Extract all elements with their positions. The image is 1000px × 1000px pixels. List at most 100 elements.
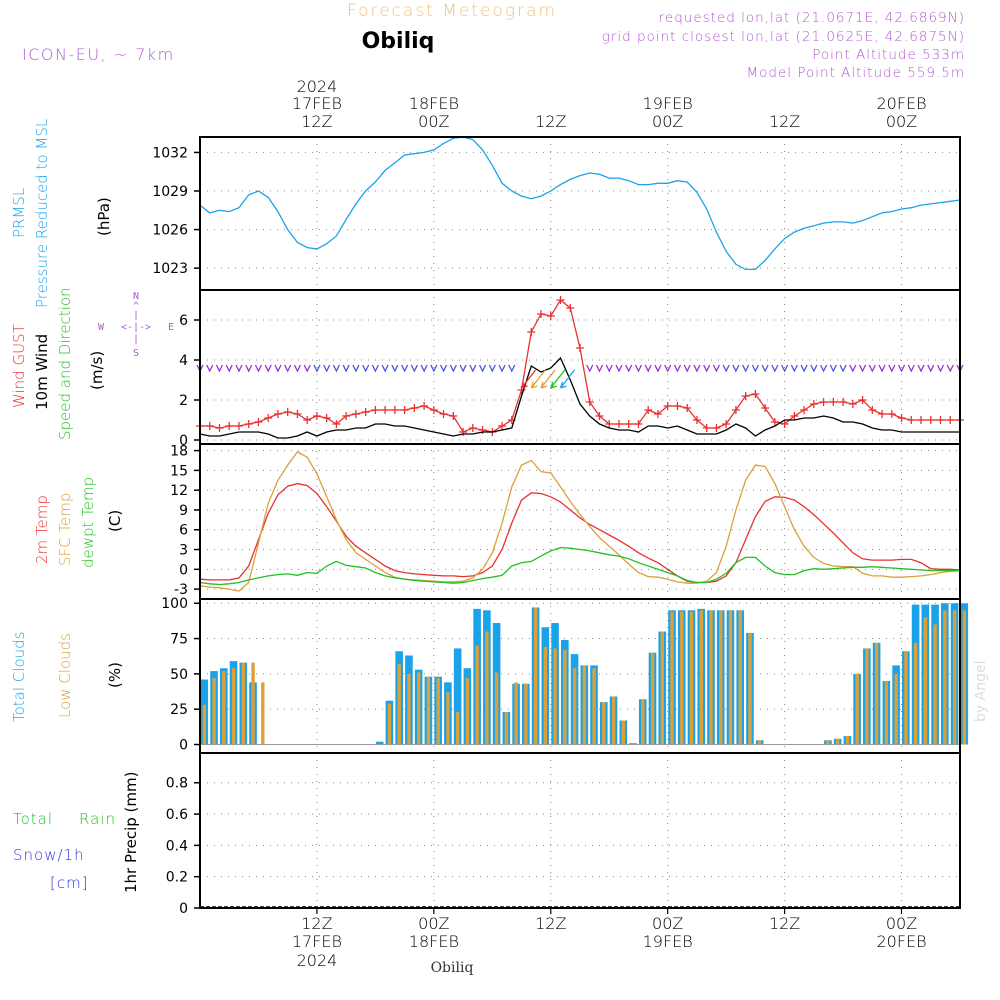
y-tick-label: 4 xyxy=(179,353,188,369)
gust-marker xyxy=(917,416,926,424)
gust-marker xyxy=(819,398,828,406)
wind-direction-arrow xyxy=(410,364,418,373)
wind-direction-arrow xyxy=(430,364,438,373)
low-cloud-bar xyxy=(913,642,918,745)
wind-direction-arrow xyxy=(605,364,613,373)
top-hour-label: 12Z xyxy=(769,112,800,131)
low-cloud-bar xyxy=(631,743,635,745)
low-cloud-bar xyxy=(533,607,538,745)
low-cloud-bar xyxy=(592,668,596,745)
gust-marker xyxy=(858,396,867,404)
low-cloud-bar xyxy=(758,740,762,745)
panel-frame xyxy=(199,598,961,754)
total-cloud-bar xyxy=(375,741,384,745)
y-tick-label: 18 xyxy=(170,444,188,460)
y-tick-label: 0 xyxy=(179,562,188,578)
wind-gust-label: Wind GUST xyxy=(10,324,28,408)
wind-direction-arrow xyxy=(907,364,915,373)
low-cloud-bar xyxy=(475,645,479,745)
low-cloud-bar xyxy=(455,712,460,745)
wind-direction-arrow xyxy=(215,364,224,373)
gust-marker xyxy=(381,406,390,414)
rain-label-2: Rain xyxy=(79,810,116,828)
compass-w: W xyxy=(98,322,105,333)
low-cloud-bar xyxy=(543,647,548,745)
panel-3: 0 25 50 75 100 xyxy=(161,596,969,754)
panel-grid xyxy=(200,599,960,753)
wind-direction-arrow xyxy=(625,364,633,373)
compass-top: ^ xyxy=(133,301,139,312)
gust-marker xyxy=(751,390,760,398)
app-title: Forecast Meteogram xyxy=(347,1,557,21)
wind-direction-arrow xyxy=(644,364,652,373)
wind-direction-arrow xyxy=(595,364,604,373)
bottom-date-label: 18FEB xyxy=(409,932,459,951)
wind-direction-arrow xyxy=(761,364,769,373)
panel-grid xyxy=(200,137,960,290)
wind-direction-arrow xyxy=(508,364,516,373)
wind-direction-arrow xyxy=(936,364,945,373)
wind-direction-arrow xyxy=(440,364,448,373)
gust-marker xyxy=(342,412,351,420)
y-tick-label: 0.2 xyxy=(166,870,188,886)
low-cloud-bar xyxy=(728,610,733,745)
series-dewpt-temp xyxy=(199,546,960,586)
gust-marker xyxy=(868,406,877,414)
wind-direction-arrow xyxy=(206,364,214,373)
wind-direction-arrow xyxy=(391,364,399,373)
wind-direction-arrow xyxy=(254,364,263,373)
series-10m-wind xyxy=(199,356,960,439)
top-hour-label: 00Z xyxy=(418,112,449,131)
wind-direction-arrow xyxy=(293,364,302,373)
pressure-labels: PRMSL Pressure Reduced to MSL (hPa) xyxy=(10,119,113,308)
low-cloud-bar xyxy=(650,652,655,745)
gust-marker xyxy=(595,412,604,420)
wind-direction-arrow xyxy=(401,364,409,373)
wind-direction-arrow xyxy=(878,364,886,373)
top-date-label: 20FEB xyxy=(876,94,926,113)
y-tick-label: 25 xyxy=(170,702,188,718)
gust-marker xyxy=(683,404,692,412)
top-date-label: 18FEB xyxy=(409,94,459,113)
gust-marker xyxy=(303,416,312,424)
y-tick-label: 1023 xyxy=(152,261,188,277)
panel-0: 1023 1026 1029 1032 xyxy=(152,136,961,291)
compass-row: <-|-> xyxy=(121,322,151,333)
gust-marker xyxy=(897,414,906,422)
wind-10m-label: 10m Wind xyxy=(33,334,51,410)
low-cloud-bar xyxy=(689,611,694,745)
precip-unit: 1hr Precip (mm) xyxy=(122,772,140,893)
low-cloud-bar xyxy=(446,692,450,745)
gust-marker xyxy=(332,420,341,428)
gust-marker xyxy=(790,412,799,420)
bottom-hour-label: 00Z xyxy=(886,914,917,933)
pressure-label-2: Pressure Reduced to MSL xyxy=(33,119,51,308)
y-tick-label: 0.6 xyxy=(166,807,188,823)
low-cloud-bar xyxy=(962,610,967,745)
bottom-hour-label: 12Z xyxy=(535,914,566,933)
low-cloud-bar xyxy=(680,611,684,745)
panel-grid xyxy=(200,753,960,909)
low-cloud-bar xyxy=(212,678,216,745)
gust-marker xyxy=(225,422,234,430)
bottom-hour-label: 00Z xyxy=(652,914,683,933)
panel-frame xyxy=(199,443,961,600)
wind-direction-arrow xyxy=(274,364,282,373)
panel-grid xyxy=(200,290,960,444)
wind-direction-arrow xyxy=(550,369,566,389)
y-tick-label: 0.4 xyxy=(166,838,188,854)
wind-direction-arrow xyxy=(488,364,496,373)
wind-direction-arrow xyxy=(284,364,292,373)
low-cloud-bar xyxy=(426,676,431,745)
gust-marker xyxy=(585,398,594,406)
wind-direction-arrow xyxy=(664,364,672,373)
panel-frame xyxy=(199,289,961,445)
low-cloud-bar xyxy=(572,668,577,745)
wind-direction-arrow xyxy=(829,364,837,373)
temp-2m-label: 2m Temp xyxy=(33,495,51,564)
gust-marker xyxy=(390,406,399,414)
gust-marker xyxy=(946,416,955,424)
panels: 10231026102910320246-3036912151802550751… xyxy=(152,136,969,917)
gust-marker xyxy=(449,412,458,420)
y-tick-label: 0.8 xyxy=(166,776,188,792)
